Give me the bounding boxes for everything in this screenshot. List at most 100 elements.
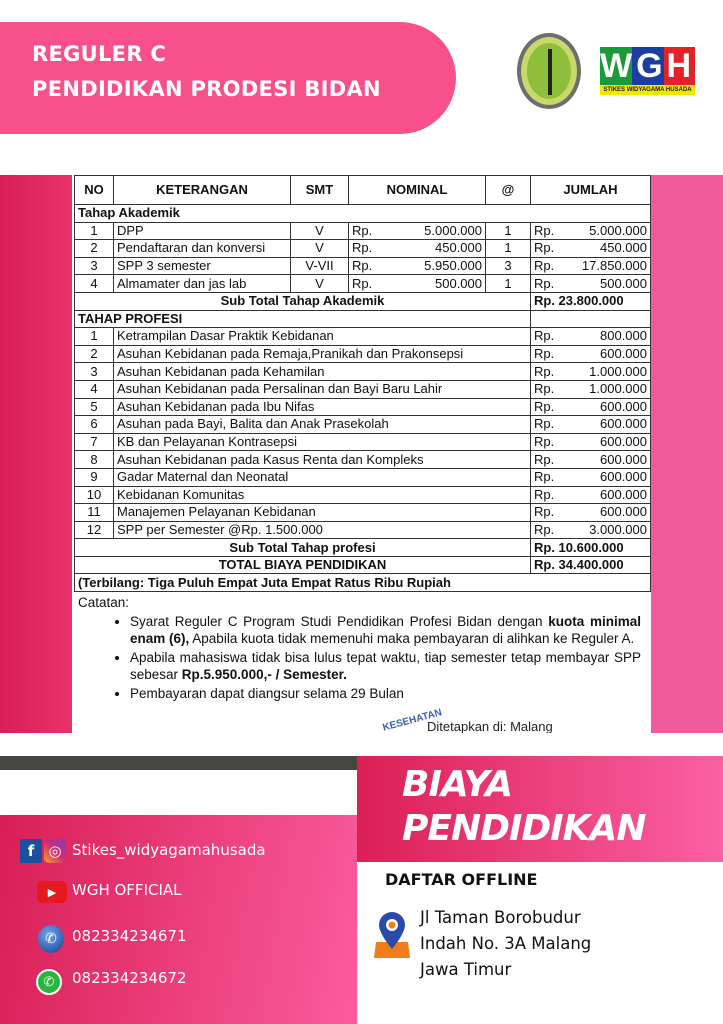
cell-no: 3 bbox=[74, 256, 114, 276]
social-text: Stikes_widyagamahusada bbox=[72, 841, 266, 859]
address-line: Indah No. 3A Malang bbox=[420, 934, 592, 953]
cell-qty: 1 bbox=[485, 274, 531, 293]
cell-smt: V bbox=[290, 221, 349, 241]
cell-no: 7 bbox=[74, 432, 114, 452]
amount: Rp. 450.000 bbox=[352, 240, 482, 257]
cell-jumlah: Rp. 600.000 bbox=[530, 397, 651, 417]
cell-jumlah: Rp. 600.000 bbox=[530, 503, 651, 522]
contact-panel: f ◎ Stikes_widyagamahusada ▶ WGH OFFICIA… bbox=[0, 815, 357, 1024]
amount-value: 450.000 bbox=[435, 240, 482, 256]
table-row: 3 Asuhan Kebidanan pada Kehamilan Rp. 1.000… bbox=[74, 362, 651, 381]
currency: Rp. bbox=[534, 416, 555, 432]
fee-document: NO KETERANGAN SMT NOMINAL @ JUMLAH Tahap… bbox=[72, 175, 651, 733]
amount: Rp. 500.000 bbox=[534, 276, 647, 292]
header-line1: REGULER C bbox=[32, 42, 167, 66]
cell-no: 12 bbox=[74, 520, 114, 540]
wgh-logo: WGH STIKES WIDYAGAMA HUSADA bbox=[600, 47, 695, 97]
note-text: Syarat Reguler C Program Studi Pendidika… bbox=[130, 614, 549, 630]
social-youtube[interactable]: ▶ WGH OFFICIAL bbox=[0, 877, 357, 907]
amount: Rp. 600.000 bbox=[534, 416, 647, 433]
amount-value: 500.000 bbox=[435, 275, 482, 291]
col-no: NO bbox=[74, 175, 114, 205]
subtotal-row: Sub Total Tahap Akademik Rp. 23.800.000 bbox=[74, 291, 651, 311]
cell-keterangan: Kebidanan Komunitas bbox=[113, 485, 531, 505]
cell-no: 6 bbox=[74, 415, 114, 434]
cell-qty: 1 bbox=[485, 239, 531, 258]
social-text: 082334234672 bbox=[72, 969, 187, 987]
amount-value: 5.000.000 bbox=[589, 222, 647, 238]
table-row: 10 Kebidanan Komunitas Rp. 600.000 bbox=[74, 485, 651, 505]
table-row: 2 Pendaftaran dan konversi V Rp. 450.000 1 Rp.… bbox=[74, 239, 651, 258]
instagram-icon: ◎ bbox=[44, 839, 66, 863]
social-instagram[interactable]: f ◎ Stikes_widyagamahusada bbox=[0, 837, 357, 867]
cell-keterangan: Almamater dan jas lab bbox=[113, 274, 291, 293]
facebook-icon: f bbox=[20, 839, 42, 863]
title-line2: PENDIDIKAN bbox=[402, 808, 647, 849]
cell-jumlah: Rp. 600.000 bbox=[530, 450, 651, 469]
amount-value: 500.000 bbox=[600, 275, 647, 291]
cell-jumlah: Rp. 600.000 bbox=[530, 344, 651, 364]
cell-no: 8 bbox=[74, 450, 114, 469]
cell-keterangan: Manajemen Pelayanan Kebidanan bbox=[113, 503, 531, 522]
cell-jumlah: Rp. 1.000.000 bbox=[530, 379, 651, 399]
table-row: 8 Asuhan Kebidanan pada Kasus Renta dan K… bbox=[74, 450, 651, 469]
amount: Rp. 5.000.000 bbox=[352, 223, 482, 239]
cell-keterangan: Asuhan Kebidanan pada Ibu Nifas bbox=[113, 397, 531, 417]
terbilang-row: (Terbilang: Tiga Puluh Empat Juta Empat … bbox=[74, 573, 651, 593]
amount: Rp. 1.000.000 bbox=[534, 364, 647, 380]
amount-value: 600.000 bbox=[600, 346, 647, 362]
currency: Rp. bbox=[352, 258, 373, 274]
cell-no: 4 bbox=[74, 379, 114, 399]
subtotal-value: Rp. 23.800.000 bbox=[530, 291, 651, 311]
cell-no: 9 bbox=[74, 467, 114, 487]
subtotal-value: Rp. 10.600.000 bbox=[530, 538, 651, 557]
amount-value: 3.000.000 bbox=[589, 521, 647, 537]
cell-keterangan: SPP 3 semester bbox=[113, 256, 291, 276]
total-label: TOTAL BIAYA PENDIDIKAN bbox=[74, 555, 531, 575]
sign-place: Ditetapkan di: Malang bbox=[427, 719, 553, 733]
stikes-seal-logo bbox=[517, 33, 581, 109]
cell-jumlah: Rp. 450.000 bbox=[530, 239, 651, 258]
social-text: WGH OFFICIAL bbox=[72, 881, 182, 899]
amount-value: 1.000.000 bbox=[589, 363, 647, 379]
right-band bbox=[651, 175, 723, 733]
contact-phone[interactable]: ✆ 082334234671 bbox=[0, 923, 357, 953]
cell-keterangan: Asuhan Kebidanan pada Persalinan dan Bay… bbox=[113, 379, 531, 399]
gray-bar bbox=[0, 756, 357, 770]
currency: Rp. bbox=[534, 469, 555, 485]
col-qty: @ bbox=[485, 175, 531, 205]
phone-icon: ✆ bbox=[38, 925, 64, 953]
section-row: TAHAP PROFESI bbox=[74, 309, 651, 329]
note-bold: Rp.5.950.000,- / Semester. bbox=[181, 667, 347, 683]
cell-smt: V bbox=[290, 239, 349, 258]
contact-whatsapp[interactable]: ✆ 082334234672 bbox=[0, 965, 357, 995]
amount: Rp. 3.000.000 bbox=[534, 522, 647, 538]
notes-title: Catatan: bbox=[78, 595, 130, 611]
amount: Rp. 17.850.000 bbox=[534, 258, 647, 274]
amount-value: 600.000 bbox=[600, 451, 647, 467]
amount: Rp. 450.000 bbox=[534, 241, 647, 257]
amount-value: 600.000 bbox=[600, 416, 647, 432]
amount-value: 5.950.000 bbox=[424, 258, 482, 274]
table-row: 2 Asuhan Kebidanan pada Remaja,Pranikah d… bbox=[74, 344, 651, 364]
amount: Rp. 5.000.000 bbox=[534, 223, 647, 239]
cell-no: 11 bbox=[74, 503, 114, 522]
amount: Rp. 600.000 bbox=[534, 452, 647, 468]
cell-jumlah: Rp. 500.000 bbox=[530, 274, 651, 293]
amount-value: 600.000 bbox=[600, 434, 647, 450]
header-banner: REGULER C PENDIDIKAN PRODESI BIDAN bbox=[0, 22, 456, 134]
currency: Rp. bbox=[534, 346, 555, 362]
section-title: TAHAP PROFESI bbox=[74, 309, 531, 329]
note-text: Apabila kuota tidak memenuhi maka pembay… bbox=[189, 631, 635, 647]
col-keterangan: KETERANGAN bbox=[113, 175, 291, 205]
table-row: 4 Asuhan Kebidanan pada Persalinan dan Ba… bbox=[74, 379, 651, 399]
amount: Rp. 600.000 bbox=[534, 346, 647, 362]
amount-value: 600.000 bbox=[600, 504, 647, 520]
cell-no: 4 bbox=[74, 274, 114, 293]
currency: Rp. bbox=[352, 275, 373, 291]
table-row: 1 DPP V Rp. 5.000.000 1 Rp. 5.000.000 bbox=[74, 221, 651, 241]
amount: Rp. 800.000 bbox=[534, 328, 647, 345]
subtotal-label: Sub Total Tahap profesi bbox=[74, 538, 531, 557]
amount-value: 800.000 bbox=[600, 328, 647, 344]
currency: Rp. bbox=[534, 451, 555, 467]
